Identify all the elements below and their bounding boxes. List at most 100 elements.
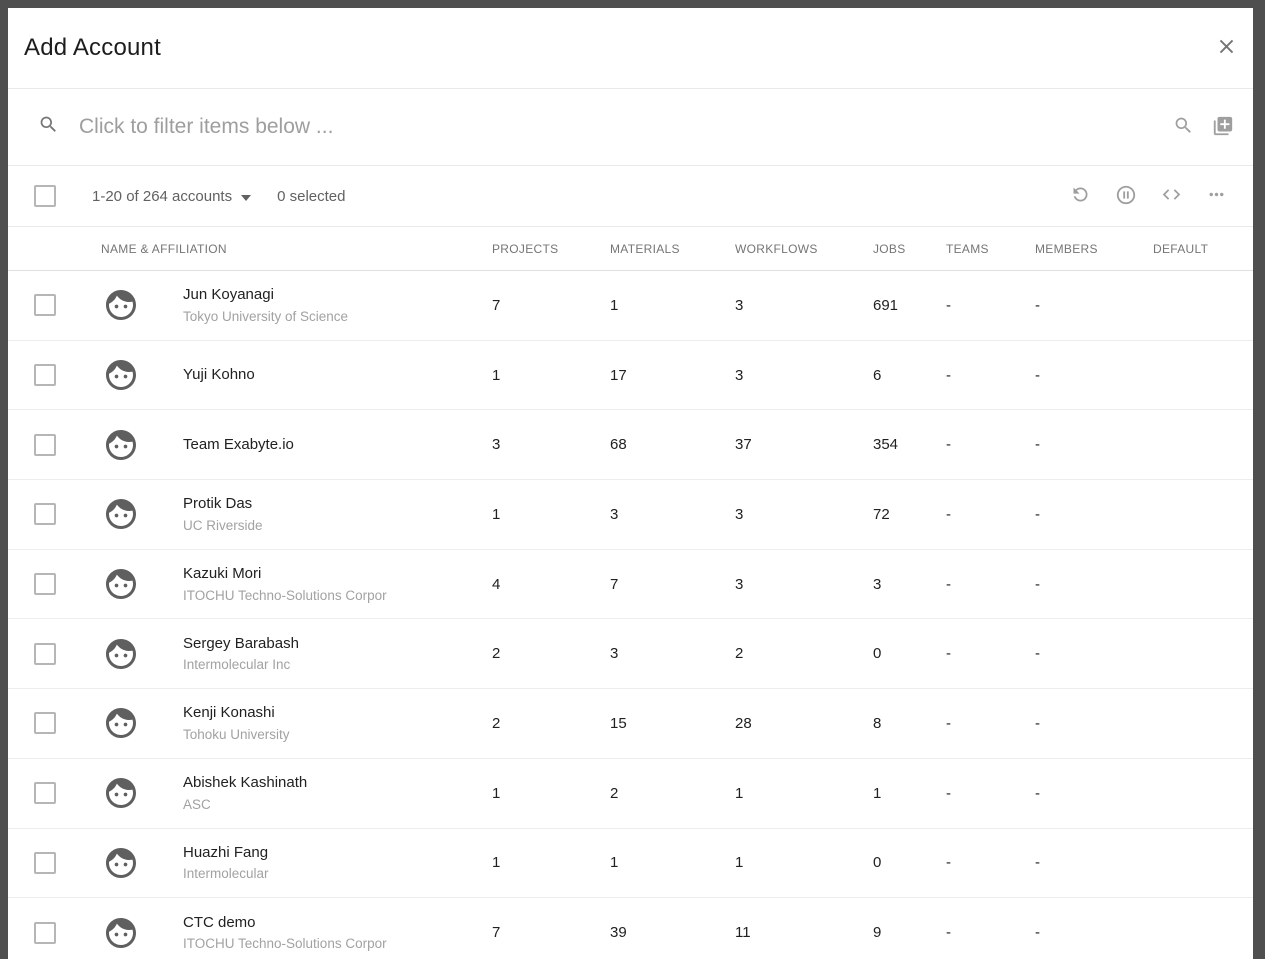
workflows-value: 37: [735, 436, 752, 454]
name-cell: CTC demo ITOCHU Techno-Solutions Corpor: [101, 913, 492, 953]
projects-value: 3: [492, 436, 501, 454]
close-icon: [1215, 35, 1238, 61]
materials-value: 3: [610, 505, 619, 523]
row-checkbox[interactable]: [34, 503, 56, 526]
account-affiliation: Intermolecular: [183, 866, 269, 882]
row-checkbox[interactable]: [34, 364, 56, 387]
materials-value: 17: [610, 366, 627, 384]
list-toolbar: 1-20 of 264 accounts 0 selected: [8, 166, 1253, 227]
table-row[interactable]: CTC demo ITOCHU Techno-Solutions Corpor …: [8, 898, 1253, 959]
members-value: -: [1035, 784, 1040, 802]
row-checkbox[interactable]: [34, 851, 56, 874]
table-row[interactable]: Team Exabyte.io 3 68 37 354 - -: [8, 410, 1253, 481]
members-value: -: [1035, 436, 1040, 454]
add-account-dialog: Add Account 1: [8, 8, 1253, 959]
row-select-cell: [8, 782, 101, 805]
name-cell: Sergey Barabash Intermolecular Inc: [101, 634, 492, 674]
search-button[interactable]: [1173, 115, 1194, 139]
materials-value: 68: [610, 436, 627, 454]
avatar: [103, 636, 139, 672]
account-name: Jun Koyanagi: [183, 286, 274, 304]
account-affiliation: ITOCHU Techno-Solutions Corpor: [183, 587, 387, 603]
members-value: -: [1035, 645, 1040, 663]
search-icon: [1173, 115, 1194, 139]
row-checkbox[interactable]: [34, 782, 56, 805]
table-row[interactable]: Jun Koyanagi Tokyo University of Science…: [8, 271, 1253, 341]
more-button[interactable]: [1206, 184, 1227, 208]
column-header-members: MEMBERS: [1035, 241, 1098, 256]
close-button[interactable]: [1215, 35, 1238, 61]
table-header: NAME & AFFILIATION PROJECTS MATERIALS WO…: [8, 227, 1253, 271]
table-row[interactable]: Protik Das UC Riverside 1 3 3 72 - -: [8, 480, 1253, 550]
account-name: CTC demo: [183, 913, 256, 931]
avatar: [103, 357, 139, 393]
row-checkbox[interactable]: [34, 642, 56, 665]
name-cell: Abishek Kashinath ASC: [101, 773, 492, 813]
pagination-dropdown[interactable]: 1-20 of 264 accounts: [92, 188, 252, 205]
jobs-value: 8: [873, 714, 882, 732]
name-cell: Huazhi Fang Intermolecular: [101, 843, 492, 883]
avatar: [103, 566, 139, 602]
members-value: -: [1035, 296, 1040, 314]
materials-value: 2: [610, 784, 619, 802]
column-header-projects: PROJECTS: [492, 241, 559, 256]
more-horiz-icon: [1206, 184, 1227, 208]
row-select-cell: [8, 433, 101, 456]
column-header-workflows: WORKFLOWS: [735, 241, 818, 256]
avatar: [103, 496, 139, 532]
materials-value: 1: [610, 296, 619, 314]
table-row[interactable]: Sergey Barabash Intermolecular Inc 2 3 2…: [8, 619, 1253, 690]
filter-bar: [8, 89, 1253, 166]
column-header-default: DEFAULT: [1153, 241, 1209, 256]
materials-value: 15: [610, 714, 627, 732]
table-row[interactable]: Yuji Kohno 1 17 3 6 - -: [8, 341, 1253, 411]
workflows-value: 3: [735, 296, 744, 314]
row-checkbox[interactable]: [34, 294, 56, 317]
column-header-name: NAME & AFFILIATION: [101, 241, 227, 256]
workflows-value: 3: [735, 366, 744, 384]
account-affiliation: ITOCHU Techno-Solutions Corpor: [183, 936, 387, 951]
jobs-value: 9: [873, 924, 882, 942]
account-affiliation: Tokyo University of Science: [183, 308, 349, 324]
row-select-cell: [8, 364, 101, 387]
account-name: Protik Das: [183, 495, 253, 513]
materials-value: 39: [610, 924, 627, 942]
name-cell: Yuji Kohno: [101, 357, 492, 393]
teams-value: -: [946, 784, 951, 802]
row-select-cell: [8, 573, 101, 596]
add-accounts-button[interactable]: [1212, 115, 1234, 140]
pause-circle-icon: [1115, 184, 1137, 209]
teams-value: -: [946, 924, 951, 942]
code-icon: [1161, 184, 1182, 208]
row-checkbox[interactable]: [34, 921, 56, 944]
row-checkbox[interactable]: [34, 433, 56, 456]
row-checkbox[interactable]: [34, 712, 56, 735]
projects-value: 7: [492, 924, 501, 942]
table-row[interactable]: Kazuki Mori ITOCHU Techno-Solutions Corp…: [8, 550, 1253, 620]
code-button[interactable]: [1161, 184, 1182, 208]
refresh-button[interactable]: [1070, 184, 1091, 208]
name-cell: Kazuki Mori ITOCHU Techno-Solutions Corp…: [101, 564, 492, 604]
pause-button[interactable]: [1115, 184, 1137, 209]
teams-value: -: [946, 366, 951, 384]
row-select-cell: [8, 642, 101, 665]
table-row[interactable]: Kenji Konashi Tohoku University 2 15 28 …: [8, 689, 1253, 759]
column-header-materials: MATERIALS: [610, 241, 680, 256]
jobs-value: 0: [873, 854, 882, 872]
table-row[interactable]: Abishek Kashinath ASC 1 2 1 1 - -: [8, 759, 1253, 829]
workflows-value: 3: [735, 575, 744, 593]
select-all-checkbox[interactable]: [34, 185, 56, 207]
materials-value: 1: [610, 854, 619, 872]
account-name: Team Exabyte.io: [183, 435, 294, 453]
avatar: [103, 915, 139, 951]
table-row[interactable]: Huazhi Fang Intermolecular 1 1 1 0 - -: [8, 829, 1253, 899]
row-checkbox[interactable]: [34, 573, 56, 596]
avatar: [103, 287, 139, 323]
filter-input[interactable]: [79, 115, 1161, 139]
projects-value: 4: [492, 575, 501, 593]
avatar: [103, 845, 139, 881]
members-value: -: [1035, 854, 1040, 872]
avatar: [103, 775, 139, 811]
account-name: Yuji Kohno: [183, 366, 255, 384]
name-cell: Protik Das UC Riverside: [101, 494, 492, 534]
